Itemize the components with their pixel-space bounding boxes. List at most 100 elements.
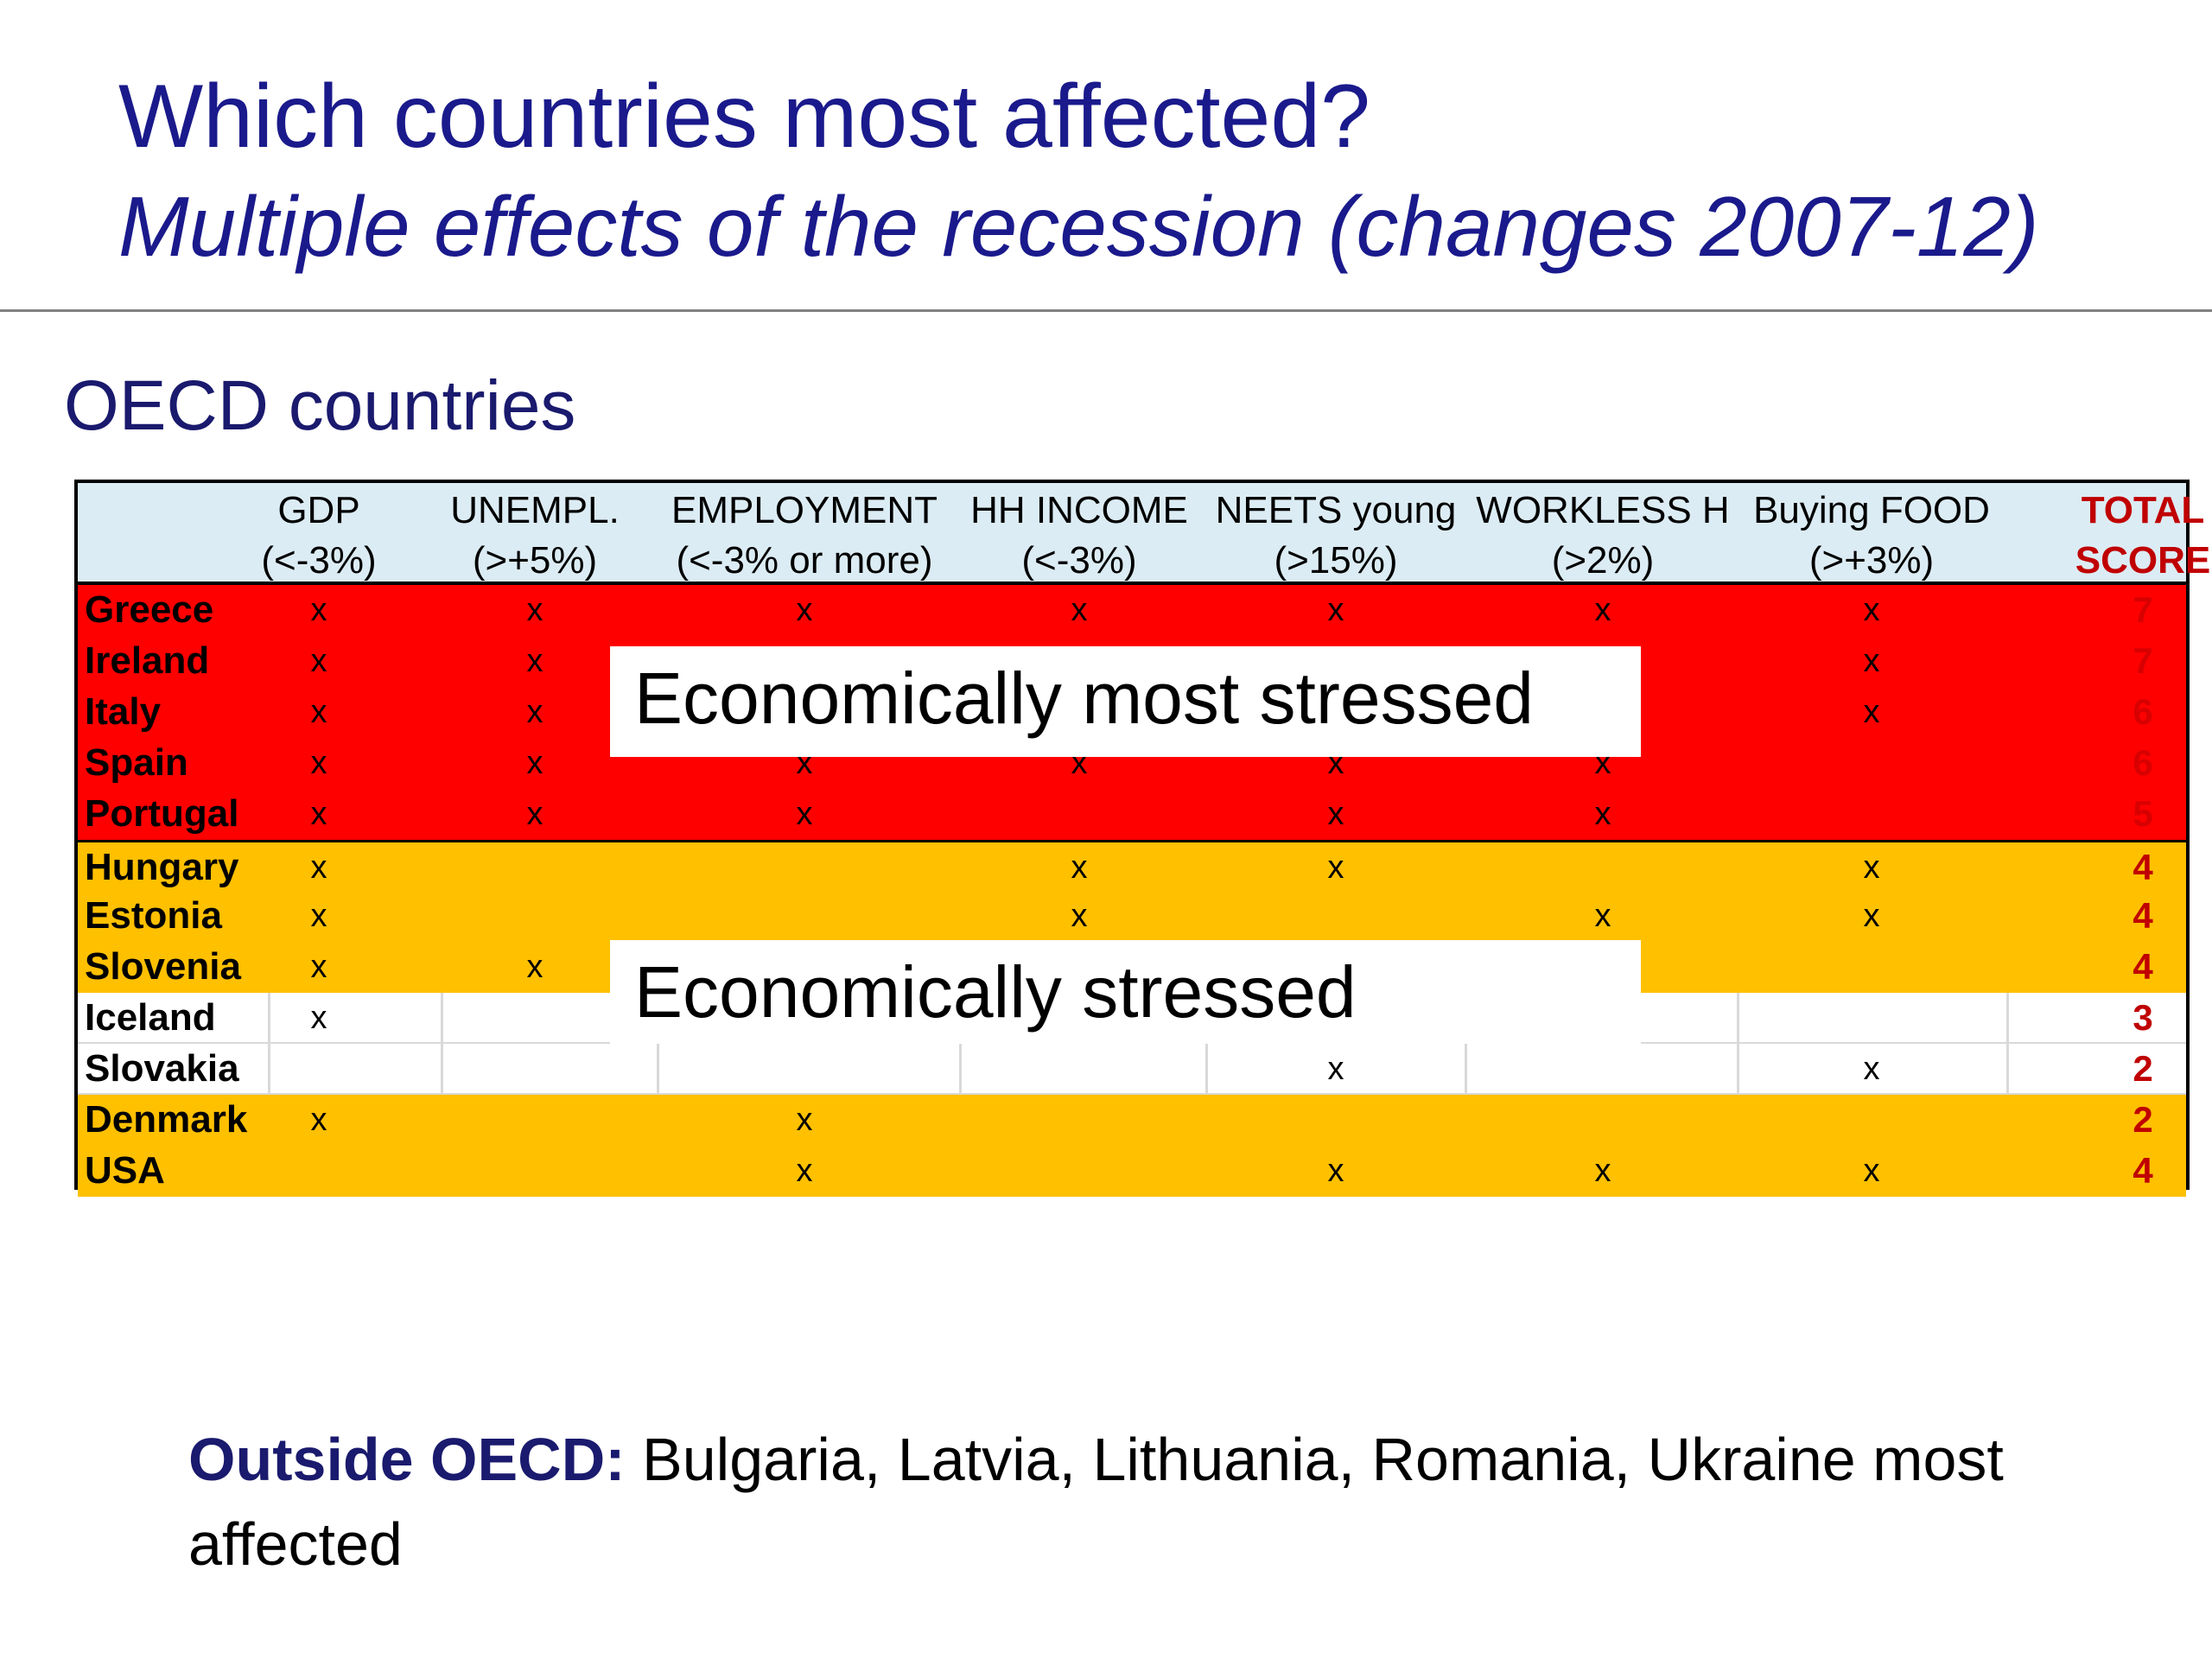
- country-name: Ireland: [85, 639, 210, 682]
- cross-mark: x: [796, 1102, 813, 1138]
- column-header-line1: NEETS young: [1215, 489, 1457, 531]
- slide-title: Which countries most affected?: [118, 67, 1370, 167]
- total-score: 3: [2133, 997, 2153, 1038]
- cross-mark: x: [1071, 592, 1088, 628]
- cell-divider: [1737, 993, 1739, 1044]
- column-header-line2: (<-3% or more): [676, 539, 933, 582]
- column-header-line2: (>15%): [1274, 539, 1398, 582]
- total-score: 4: [2133, 847, 2153, 887]
- cross-mark: x: [310, 898, 327, 934]
- country-name: Slovakia: [85, 1047, 239, 1090]
- cross-mark: x: [310, 849, 327, 886]
- cross-mark: x: [1327, 1051, 1344, 1087]
- cross-mark: x: [1327, 849, 1344, 886]
- cross-mark: x: [526, 592, 543, 628]
- cross-mark: x: [310, 643, 327, 679]
- cell-divider: [2006, 993, 2009, 1044]
- column-header-line1: EMPLOYMENT: [671, 489, 938, 531]
- column-header-line1: HH INCOME: [970, 489, 1188, 531]
- cross-mark: x: [796, 1153, 813, 1189]
- cross-mark: x: [310, 1102, 327, 1138]
- cross-mark: x: [1863, 1051, 1880, 1087]
- total-score: 7: [2133, 640, 2153, 681]
- cross-mark: x: [526, 745, 543, 781]
- cross-mark: x: [310, 592, 327, 628]
- country-name: Italy: [85, 690, 162, 733]
- table-row: USA x x x x 4: [78, 1146, 2186, 1197]
- cell-divider: [441, 1044, 443, 1095]
- cross-mark: x: [1071, 898, 1088, 934]
- recession-effects-table: GDP (<-3%) UNEMPL. (>+5%) EMPLOYMENT (<-3% or…: [74, 480, 2210, 1197]
- total-score: 5: [2133, 793, 2153, 834]
- cell-divider: [2006, 1044, 2009, 1095]
- cross-mark: x: [1327, 796, 1344, 832]
- column-header-line2: (<-3%): [261, 539, 377, 582]
- cell-divider: [268, 993, 270, 1044]
- cell-divider: [959, 1044, 962, 1095]
- footer-text: Bulgaria, Latvia, Lithuania, Romania, Uk…: [188, 1426, 2004, 1578]
- callout-stressed: Economically stressed: [610, 940, 1641, 1044]
- total-score: 2: [2133, 1048, 2153, 1089]
- total-score: 4: [2133, 946, 2153, 987]
- cross-mark: x: [1327, 1153, 1344, 1189]
- total-score: 6: [2133, 691, 2153, 732]
- column-header-line2: (>+5%): [472, 539, 598, 582]
- table-row: Greece x x x x x x x 7: [78, 585, 2186, 636]
- footer-note: Outside OECD: Bulgaria, Latvia, Lithuani…: [188, 1417, 2124, 1586]
- cell-divider: [268, 1044, 270, 1095]
- cross-mark: x: [310, 796, 327, 832]
- slide-subtitle: Multiple effects of the recession (chang…: [118, 179, 2039, 274]
- cross-mark: x: [310, 1000, 327, 1036]
- column-header-line2: SCORE: [2075, 539, 2211, 582]
- column-header-line1: GDP: [277, 489, 360, 531]
- country-name: Slovenia: [85, 945, 241, 988]
- title-divider: [0, 309, 2212, 312]
- column-header-line1: TOTAL: [2081, 489, 2205, 531]
- column-header-line1: Buying FOOD: [1753, 489, 1990, 531]
- cross-mark: x: [1594, 592, 1611, 628]
- country-name: Spain: [85, 741, 188, 784]
- footer-lead: Outside OECD:: [188, 1426, 626, 1493]
- column-header-line1: WORKLESS H: [1476, 489, 1730, 531]
- country-name: Greece: [85, 588, 214, 631]
- cross-mark: x: [1863, 849, 1880, 886]
- cross-mark: x: [1863, 1153, 1880, 1189]
- table-row: Estonia x x x x 4: [78, 891, 2186, 942]
- column-header-line1: UNEMPL.: [450, 489, 620, 531]
- cross-mark: x: [1863, 643, 1880, 679]
- cross-mark: x: [526, 643, 543, 679]
- country-name: Denmark: [85, 1098, 248, 1141]
- cross-mark: x: [1594, 1153, 1611, 1189]
- country-name: Portugal: [85, 792, 239, 835]
- cell-divider: [1205, 1044, 1208, 1095]
- table-row: Denmark x x 2: [78, 1095, 2186, 1146]
- cell-divider: [1465, 1044, 1467, 1095]
- total-score: 7: [2133, 589, 2153, 630]
- cell-divider: [441, 993, 443, 1044]
- cross-mark: x: [310, 694, 327, 730]
- cell-divider: [1737, 1044, 1739, 1095]
- cross-mark: x: [1071, 849, 1088, 886]
- cross-mark: x: [526, 694, 543, 730]
- table-row: Slovakia x x 2: [78, 1044, 2186, 1095]
- country-name: USA: [85, 1149, 165, 1192]
- table-row: Hungary x x x x 4: [78, 840, 2186, 893]
- cross-mark: x: [1863, 694, 1880, 730]
- column-header-line2: (>+3%): [1808, 539, 1935, 582]
- cell-divider: [657, 1044, 659, 1095]
- cross-mark: x: [1594, 898, 1611, 934]
- cross-mark: x: [310, 949, 327, 985]
- total-score: 4: [2133, 1150, 2153, 1191]
- callout-most-stressed: Economically most stressed: [610, 646, 1641, 757]
- cross-mark: x: [526, 949, 543, 985]
- section-heading: OECD countries: [64, 366, 576, 445]
- cross-mark: x: [1863, 898, 1880, 934]
- total-score: 2: [2133, 1099, 2153, 1140]
- cross-mark: x: [1863, 592, 1880, 628]
- column-header-line2: (<-3%): [1021, 539, 1137, 582]
- country-name: Iceland: [85, 996, 216, 1039]
- cross-mark: x: [310, 745, 327, 781]
- cross-mark: x: [796, 796, 813, 832]
- cross-mark: x: [1327, 592, 1344, 628]
- table-header: GDP (<-3%) UNEMPL. (>+5%) EMPLOYMENT (<-3% or…: [78, 483, 2210, 585]
